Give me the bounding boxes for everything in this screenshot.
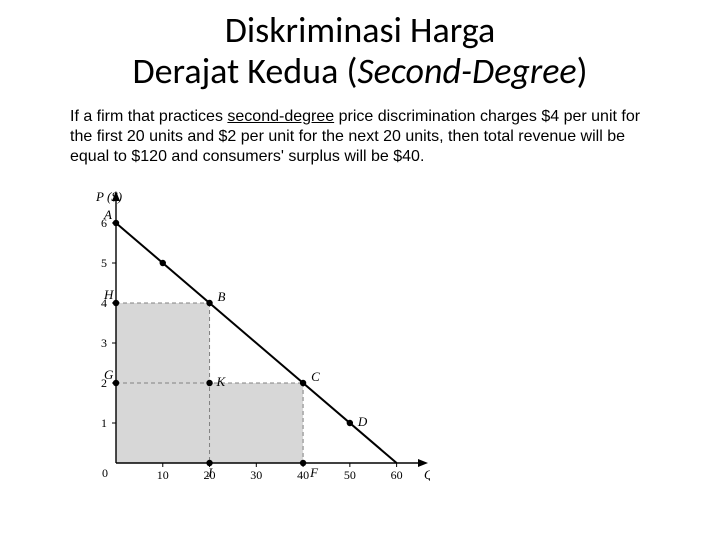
shaded-region bbox=[210, 383, 304, 463]
chart-point bbox=[113, 220, 119, 226]
title-line2b: Second-Degree bbox=[357, 49, 576, 93]
point-label: A bbox=[103, 207, 112, 222]
y-tick-label: 5 bbox=[101, 256, 107, 270]
chart-point bbox=[300, 460, 306, 466]
point-label: G bbox=[104, 367, 114, 382]
x-tick-label: 0 bbox=[102, 466, 108, 480]
title-line1: Diskriminasi Harga bbox=[225, 8, 496, 52]
y-tick-label: 3 bbox=[101, 336, 107, 350]
y-axis-label: P ($) bbox=[95, 189, 122, 204]
chart-point bbox=[300, 380, 306, 386]
x-axis-label: Q bbox=[424, 467, 430, 482]
x-tick-label: 30 bbox=[250, 468, 262, 482]
point-label: D bbox=[357, 414, 368, 429]
chart-point bbox=[160, 260, 166, 266]
chart-point bbox=[347, 420, 353, 426]
x-tick-label: 40 bbox=[297, 468, 309, 482]
x-tick-label: 50 bbox=[344, 468, 356, 482]
title-line2a: Derajat Kedua ( bbox=[132, 49, 357, 93]
chart-svg: 1234560102030405060P ($)QAHGBKCDJF bbox=[70, 185, 430, 495]
body-paragraph: If a firm that practices second-degree p… bbox=[70, 107, 650, 167]
point-label: B bbox=[218, 289, 226, 304]
x-axis-arrow bbox=[418, 459, 428, 467]
chart-point bbox=[206, 300, 212, 306]
x-tick-label: 60 bbox=[391, 468, 403, 482]
chart-point bbox=[113, 380, 119, 386]
body-pre: If a firm that practices bbox=[70, 108, 227, 125]
price-discrimination-chart: 1234560102030405060P ($)QAHGBKCDJF bbox=[70, 185, 430, 495]
slide-title: Diskriminasi Harga Derajat Kedua (Second… bbox=[50, 10, 670, 93]
point-label: H bbox=[103, 287, 114, 302]
body-underline: second-degree bbox=[227, 108, 334, 125]
point-label: F bbox=[309, 465, 319, 480]
title-line2c: ) bbox=[577, 49, 588, 93]
chart-point bbox=[113, 300, 119, 306]
point-label: C bbox=[311, 369, 320, 384]
y-tick-label: 1 bbox=[101, 416, 107, 430]
chart-point bbox=[206, 380, 212, 386]
x-tick-label: 10 bbox=[157, 468, 169, 482]
point-label: K bbox=[216, 374, 227, 389]
